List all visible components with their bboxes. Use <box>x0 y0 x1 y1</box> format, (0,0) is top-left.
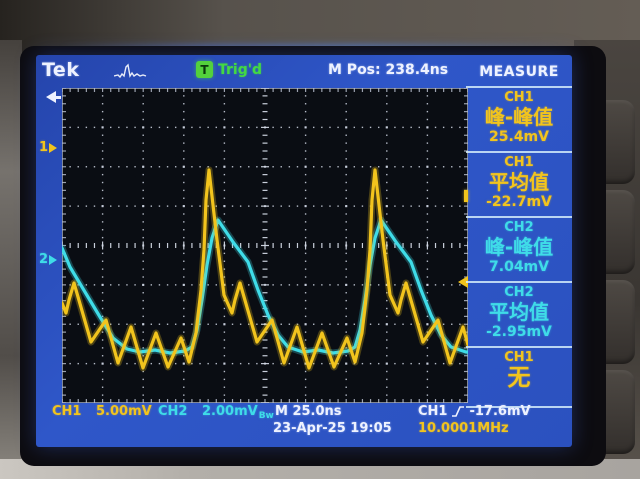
ch2-channel-label: CH2 <box>158 404 188 419</box>
measurement-value: 25.4mV <box>489 129 549 145</box>
measurement-type: 无 <box>507 365 531 391</box>
ch2-scale-value: 2.00mV <box>202 404 258 419</box>
bezel-left-panel <box>0 40 22 479</box>
tek-logo: Tek <box>42 59 80 81</box>
right-arrow-icon <box>49 142 58 153</box>
graticule <box>58 87 472 404</box>
ch1-channel-label: CH1 <box>52 404 82 419</box>
datetime-readout: 23-Apr-25 19:05 <box>273 421 392 436</box>
waveform-preview-icon <box>114 63 147 79</box>
measurement-type: 峰-峰值 <box>484 105 554 129</box>
measurement-value: -22.7mV <box>486 194 552 210</box>
measurement-channel: CH2 <box>504 285 534 300</box>
horizontal-position-readout: M Pos: 238.4ns <box>328 62 449 78</box>
measurement-channel: CH1 <box>504 350 534 365</box>
ch2-ground-marker: 2 <box>39 252 58 267</box>
left-arrow-icon <box>46 91 56 103</box>
ch1-marker-label: 1 <box>39 140 49 155</box>
ch1-scale-readout: 5.00mV <box>96 404 152 419</box>
trigger-position-offscreen-icon <box>46 91 61 103</box>
measurement-value: -2.95mV <box>486 324 552 340</box>
measurement-ch2-pkpk: CH2 峰-峰值 7.04mV <box>466 218 572 283</box>
measurement-type: 平均值 <box>489 300 549 324</box>
measurement-ch1-mean: CH1 平均值 -22.7mV <box>466 153 572 218</box>
rising-edge-icon <box>452 406 465 417</box>
measurement-ch2-mean: CH2 平均值 -2.95mV <box>466 283 572 348</box>
timebase-readout: M 25.0ns <box>275 404 342 419</box>
trigger-status-icon: T <box>196 61 213 78</box>
measurement-ch1-none: CH1 无 <box>466 348 572 408</box>
trigger-status-label: Trig'd <box>218 62 263 78</box>
measurement-channel: CH1 <box>504 155 534 170</box>
left-arrow-icon <box>458 276 468 288</box>
measurement-type: 平均值 <box>489 170 549 194</box>
trigger-frequency-readout: 10.0001MHz <box>418 421 509 436</box>
measure-sidebar: MEASURE CH1 峰-峰值 25.4mV CH1 平均值 -22.7mV … <box>466 61 572 408</box>
waveform-plot <box>58 87 472 404</box>
trigger-readout: CH1 -17.6mV <box>418 404 531 419</box>
trigger-source-label: CH1 <box>418 404 448 419</box>
measure-menu-title: MEASURE <box>466 61 572 88</box>
ch2-scale-readout: 2.00mVBw <box>202 404 274 421</box>
lcd-screen: Tek T Trig'd M Pos: 238.4ns 1 2 M <box>36 55 572 447</box>
ch2-marker-label: 2 <box>39 252 49 267</box>
measurement-value: 7.04mV <box>489 259 549 275</box>
measurement-type: 峰-峰值 <box>484 235 554 259</box>
bandwidth-limit-indicator: Bw <box>258 411 274 421</box>
ch1-ground-marker: 1 <box>39 140 58 155</box>
measurement-channel: CH2 <box>504 220 534 235</box>
right-arrow-icon <box>49 254 58 265</box>
measurement-ch1-pkpk: CH1 峰-峰值 25.4mV <box>466 88 572 153</box>
measurement-channel: CH1 <box>504 90 534 105</box>
trigger-level-marker-icon <box>458 276 468 288</box>
arrow-stem <box>56 95 61 99</box>
right-edge-marker-icon <box>464 190 468 202</box>
trigger-level-value: -17.6mV <box>469 404 531 419</box>
